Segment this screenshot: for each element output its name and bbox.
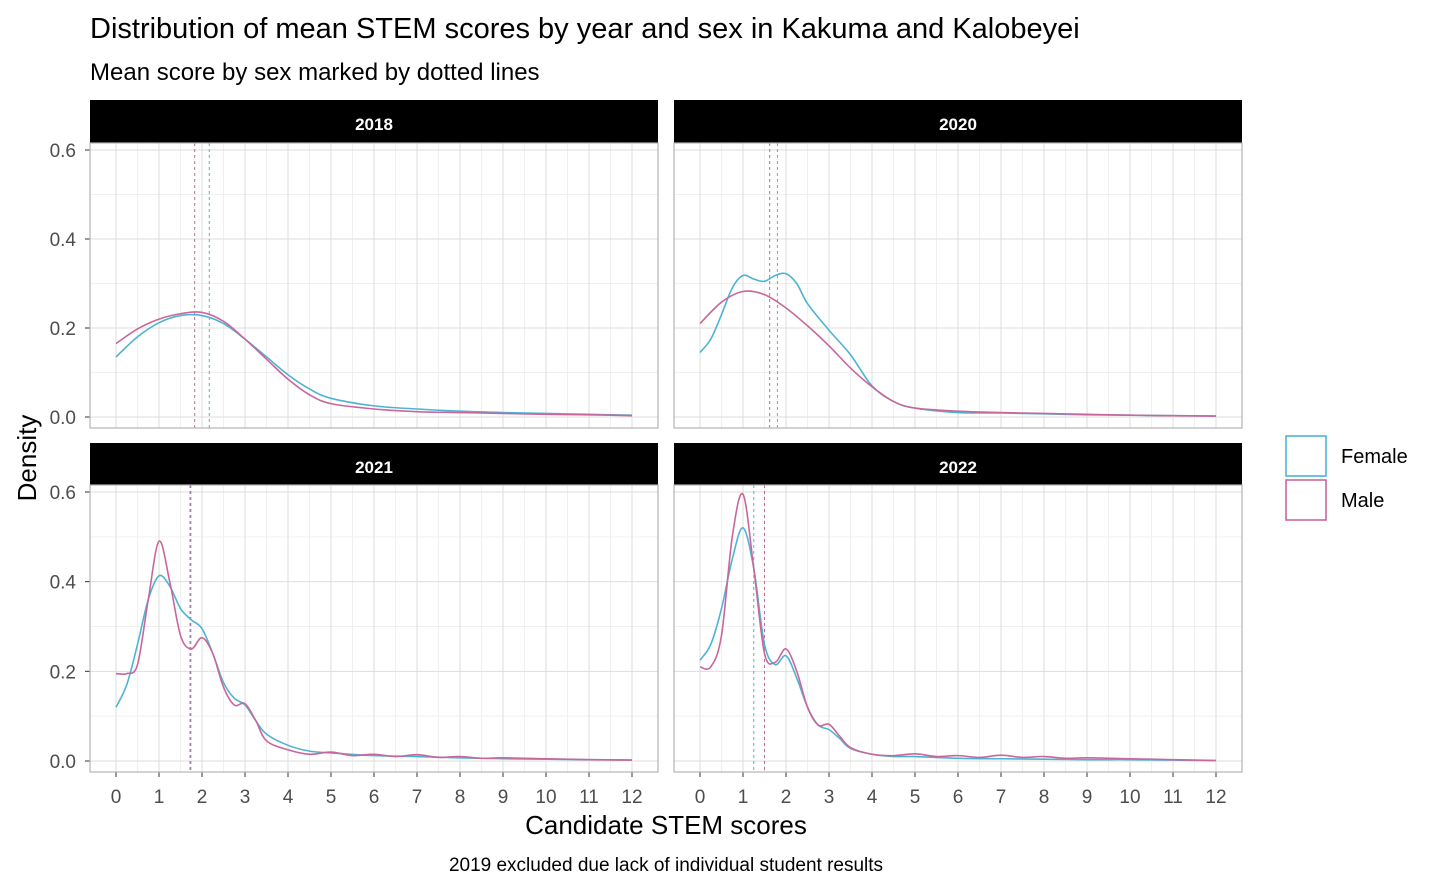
x-tick-label: 1 xyxy=(154,787,165,808)
y-tick-label: 0.4 xyxy=(50,573,77,594)
x-tick-label: 5 xyxy=(910,787,921,808)
facet-strip-label: 2022 xyxy=(939,458,977,477)
panel-border xyxy=(89,484,659,773)
x-tick-label: 8 xyxy=(1039,787,1050,808)
density-curve-male xyxy=(115,540,633,761)
x-tick-label: 11 xyxy=(579,787,599,808)
x-tick-label: 0 xyxy=(111,787,122,808)
legend-label-female: Female xyxy=(1341,446,1408,468)
x-tick-label: 7 xyxy=(996,787,1007,808)
legend-key-male xyxy=(1285,479,1327,521)
density-curve-male xyxy=(115,311,633,417)
panel-border xyxy=(673,142,1243,429)
density-curve-female xyxy=(115,574,633,761)
panel-border xyxy=(89,142,659,429)
x-tick-label: 4 xyxy=(283,787,294,808)
x-tick-label: 3 xyxy=(240,787,251,808)
chart-caption: 2019 excluded due lack of individual stu… xyxy=(449,855,883,876)
density-curve-female xyxy=(699,527,1217,762)
x-tick-label: 9 xyxy=(498,787,509,808)
x-tick-label: 11 xyxy=(1163,787,1183,808)
y-tick-label: 0.6 xyxy=(50,141,76,162)
y-tick-label: 0.4 xyxy=(50,230,77,251)
x-tick-label: 6 xyxy=(953,787,964,808)
y-tick-label: 0.0 xyxy=(50,408,76,429)
x-tick-label: 8 xyxy=(455,787,466,808)
chart-subtitle: Mean score by sex marked by dotted lines xyxy=(90,59,540,86)
x-tick-label: 10 xyxy=(1119,787,1140,808)
density-curve-male xyxy=(699,290,1217,417)
facet-strip xyxy=(90,100,658,143)
legend-label-male: Male xyxy=(1341,490,1384,512)
x-axis-title: Candidate STEM scores xyxy=(525,810,807,840)
density-curve-female xyxy=(115,313,633,417)
x-tick-label: 2 xyxy=(197,787,208,808)
x-tick-label: 6 xyxy=(369,787,380,808)
panel-2018: 2018 0.0 0.2 0.4 0.6 xyxy=(50,100,659,429)
density-curve-male xyxy=(699,492,1217,762)
x-tick-label: 3 xyxy=(824,787,835,808)
x-tick-label: 5 xyxy=(326,787,337,808)
x-tick-label: 2 xyxy=(781,787,792,808)
x-tick-label: 9 xyxy=(1082,787,1093,808)
facet-strip xyxy=(674,443,1242,485)
y-tick-label: 0.2 xyxy=(50,319,76,340)
legend: Female Male xyxy=(1285,435,1408,521)
x-tick-label: 10 xyxy=(535,787,556,808)
x-tick-label: 12 xyxy=(621,787,642,808)
facet-strip xyxy=(674,100,1242,143)
facet-strip xyxy=(90,443,658,485)
x-tick-label: 4 xyxy=(867,787,878,808)
facet-strip-label: 2018 xyxy=(355,115,393,134)
chart-title: Distribution of mean STEM scores by year… xyxy=(90,13,1080,45)
y-axis-title: Density xyxy=(12,415,42,502)
facet-strip-label: 2021 xyxy=(355,458,393,477)
panel-border xyxy=(673,484,1243,773)
y-tick-label: 0.0 xyxy=(50,752,76,773)
x-tick-label: 7 xyxy=(412,787,423,808)
x-tick-label: 1 xyxy=(738,787,749,808)
facet-strip-label: 2020 xyxy=(939,115,977,134)
legend-key-female xyxy=(1285,435,1327,477)
x-tick-label: 12 xyxy=(1205,787,1226,808)
y-tick-label: 0.6 xyxy=(50,483,76,504)
x-tick-label: 0 xyxy=(695,787,706,808)
panel-2020: 2020 xyxy=(673,100,1243,429)
y-tick-label: 0.2 xyxy=(50,662,76,683)
